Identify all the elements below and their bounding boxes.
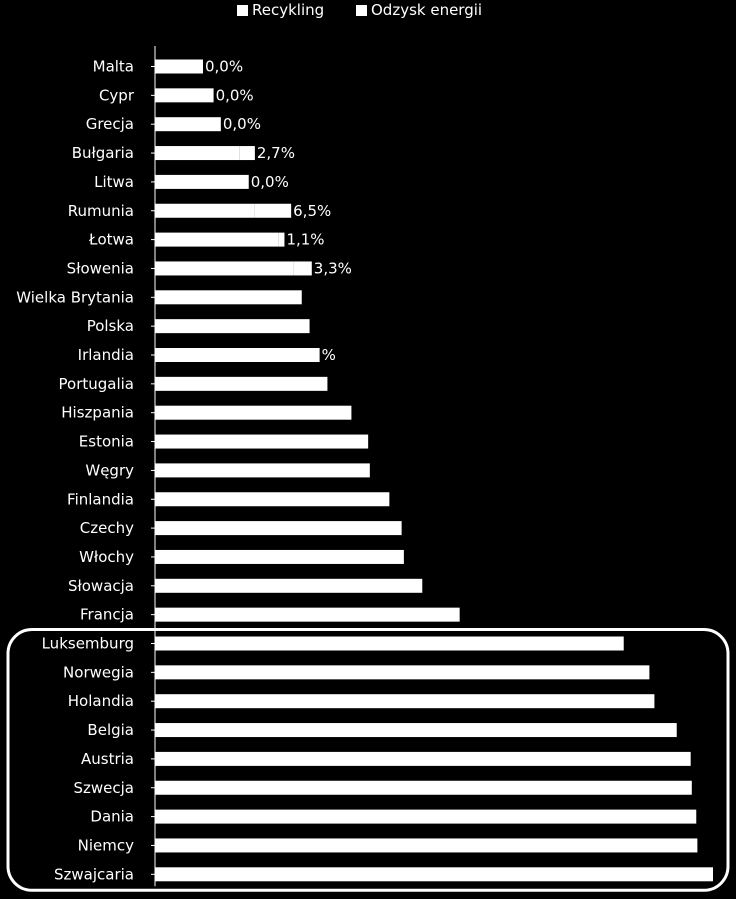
highlight-frame	[6, 628, 730, 892]
category-label-szwajcaria: Szwajcaria	[54, 865, 134, 883]
category-label-węgry: Węgry	[85, 461, 134, 479]
category-label-austria: Austria	[81, 750, 134, 768]
bar-recykling-polska	[155, 319, 310, 334]
category-label-niemcy: Niemcy	[78, 836, 134, 854]
bar-odzysk-energii-rumunia	[254, 203, 292, 218]
bar-recykling-grecja	[155, 117, 221, 132]
data-label-bułgaria: 2,7%	[257, 144, 295, 162]
legend-item-odzysk-energii: Odzysk energii	[356, 1, 482, 19]
bar-recykling-łotwa	[155, 232, 279, 247]
category-label-norwegia: Norwegia	[63, 663, 134, 681]
category-label-belgia: Belgia	[87, 721, 134, 739]
bar-recykling-norwegia	[155, 665, 650, 680]
bar-recykling-węgry	[155, 463, 370, 478]
data-label-cypr: 0,0%	[216, 86, 254, 104]
bar-recykling-rumunia	[155, 203, 255, 218]
category-label-irlandia: Irlandia	[78, 346, 134, 364]
bar-recykling-słowenia	[155, 261, 294, 276]
bar-recykling-szwajcaria	[155, 867, 713, 882]
category-label-francja: Francja	[80, 606, 134, 624]
bar-odzysk-energii-bułgaria	[239, 146, 255, 161]
bar-recykling-finlandia	[155, 492, 390, 507]
category-label-grecja: Grecja	[86, 115, 134, 133]
bar-recykling-francja	[155, 607, 460, 622]
bar-recykling-cypr	[155, 88, 214, 103]
bar-recykling-czechy	[155, 521, 402, 536]
bar-recykling-litwa	[155, 174, 249, 189]
bar-recykling-dania	[155, 809, 697, 824]
bar-recykling-niemcy	[155, 838, 698, 853]
legend-label-recykling: Recykling	[252, 1, 325, 19]
bar-odzysk-energii-łotwa	[278, 232, 285, 247]
category-label-bułgaria: Bułgaria	[72, 144, 134, 162]
category-label-luksemburg: Luksemburg	[42, 635, 134, 653]
category-label-słowacja: Słowacja	[68, 577, 134, 595]
category-label-polska: Polska	[87, 317, 134, 335]
bar-recykling-portugalia	[155, 376, 328, 391]
bar-recykling-włochy	[155, 549, 404, 564]
data-label-słowenia: 3,3%	[314, 259, 352, 277]
data-label-irlandia: %	[322, 346, 336, 364]
bar-recykling-hiszpania	[155, 405, 352, 420]
category-label-estonia: Estonia	[79, 433, 134, 451]
data-label-grecja: 0,0%	[223, 115, 261, 133]
category-label-słowenia: Słowenia	[67, 259, 134, 277]
bar-recykling-estonia	[155, 434, 369, 449]
category-label-malta: Malta	[93, 58, 134, 76]
bar-recykling-holandia	[155, 694, 655, 709]
bar-odzysk-energii-słowenia	[293, 261, 312, 276]
bar-recykling-bułgaria	[155, 146, 240, 161]
bar-recykling-belgia	[155, 723, 677, 738]
category-label-finlandia: Finlandia	[67, 490, 134, 508]
data-label-łotwa: 1,1%	[286, 231, 324, 249]
category-label-szwecja: Szwecja	[74, 779, 135, 797]
data-label-litwa: 0,0%	[251, 173, 289, 191]
legend-item-recykling: Recykling	[237, 1, 324, 19]
chart-legend: Recykling Odzysk energii	[0, 0, 736, 24]
legend-swatch-recykling	[237, 4, 248, 16]
category-label-portugalia: Portugalia	[59, 375, 134, 393]
data-label-malta: 0,0%	[205, 58, 243, 76]
category-label-hiszpania: Hiszpania	[61, 404, 134, 422]
data-label-rumunia: 6,5%	[293, 202, 331, 220]
bar-recykling-austria	[155, 751, 691, 766]
bar-recykling-szwecja	[155, 780, 692, 795]
bar-recykling-słowacja	[155, 578, 423, 593]
category-label-litwa: Litwa	[94, 173, 134, 191]
legend-swatch-odzysk-energii	[356, 4, 367, 16]
bar-recykling-malta	[155, 59, 203, 74]
category-label-dania: Dania	[90, 808, 134, 826]
category-label-cypr: Cypr	[99, 86, 135, 104]
bar-recykling-luksemburg	[155, 636, 624, 651]
category-label-wielka-brytania: Wielka Brytania	[16, 288, 134, 306]
bar-recykling-wielka-brytania	[155, 290, 302, 305]
category-label-holandia: Holandia	[68, 692, 134, 710]
category-label-łotwa: Łotwa	[88, 231, 134, 249]
category-label-rumunia: Rumunia	[68, 202, 134, 220]
category-label-czechy: Czechy	[80, 519, 134, 537]
bar-recykling-irlandia	[155, 348, 320, 362]
category-label-włochy: Włochy	[79, 548, 134, 566]
legend-label-odzysk-energii: Odzysk energii	[371, 1, 483, 19]
